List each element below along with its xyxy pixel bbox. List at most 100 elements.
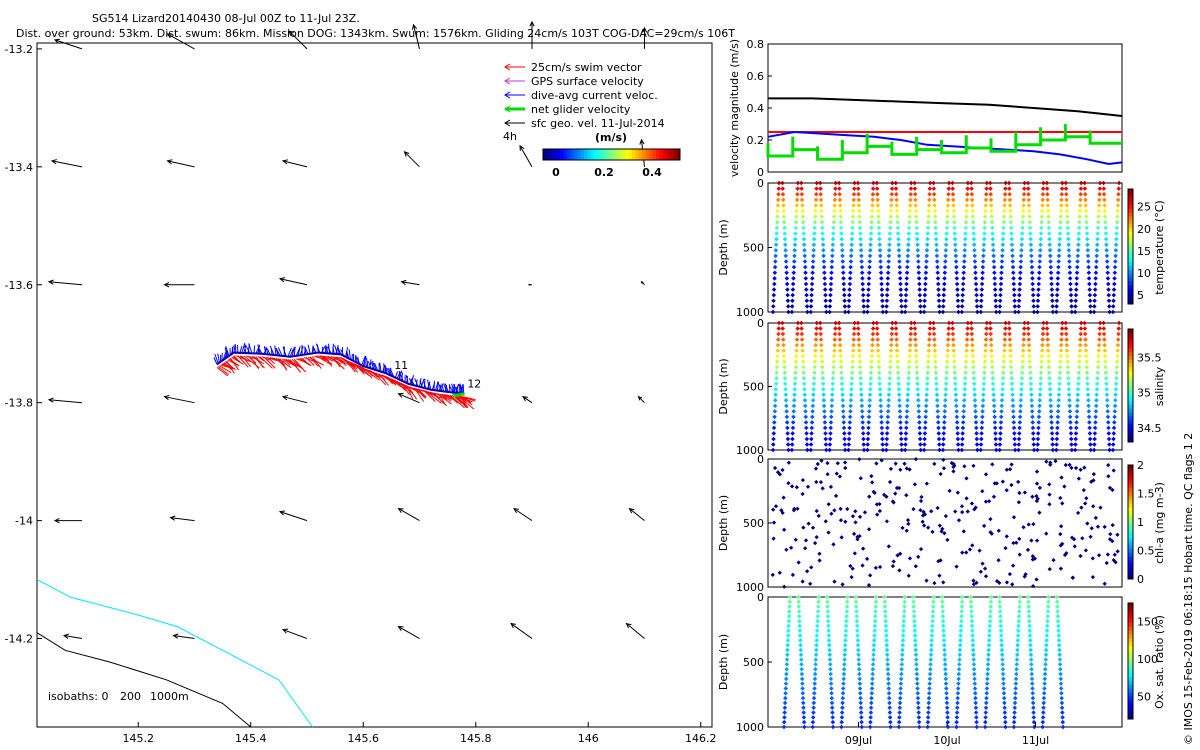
oxygen-sample [1058, 681, 1064, 686]
salinity-sample [997, 436, 1003, 442]
temperature-sample [1111, 292, 1117, 298]
salinity-ytick-label: 500 [743, 381, 764, 394]
temperature-colorbar-cell [1128, 208, 1133, 213]
oxygen-sample [1013, 676, 1019, 682]
salinity-sample [776, 320, 782, 326]
temperature-sample [1073, 304, 1078, 309]
oxygen-sample [955, 700, 960, 706]
oxygen-sample [855, 642, 861, 648]
chla-sample [932, 580, 937, 586]
temperature-sample [1088, 309, 1093, 315]
dac-vector [428, 382, 432, 390]
temperature-sample [1019, 248, 1024, 253]
temperature-sample [1000, 248, 1005, 253]
temperature-sample [1111, 287, 1117, 292]
salinity-sample [874, 326, 880, 331]
salinity-sample [1055, 420, 1060, 425]
oxygen-sample [840, 691, 846, 696]
oxygen-sample [811, 710, 816, 715]
salinity-sample [982, 364, 987, 370]
salinity-sample [1059, 331, 1065, 337]
temperature-sample [1064, 197, 1069, 203]
chla-sample [794, 485, 799, 490]
temperature-sample [1012, 292, 1017, 298]
salinity-sample [993, 431, 998, 436]
temperature-sample [971, 225, 976, 231]
temperature-sample [771, 292, 777, 298]
salinity-sample [1057, 364, 1063, 370]
oxygen-sample [815, 613, 821, 619]
oxygen-sample [985, 676, 990, 682]
oxygen-sample [799, 662, 804, 667]
temperature-sample [833, 186, 838, 191]
temperature-sample [794, 208, 799, 214]
temperature-sample [789, 304, 795, 309]
oxygen-sample [1040, 719, 1046, 725]
temperature-sample [832, 191, 838, 197]
temperature-sample [937, 309, 942, 315]
chla-sample [816, 513, 821, 518]
swim-vector [226, 360, 235, 374]
chla-sample [937, 573, 942, 578]
salinity-sample [1076, 381, 1081, 387]
oxygen-sample [1029, 662, 1034, 667]
oxygen-sample [1058, 671, 1063, 677]
temperature-sample [926, 208, 932, 214]
temperature-colorbar-cell [1128, 204, 1133, 209]
oxygen-sample [868, 710, 874, 715]
temperature-sample [915, 253, 921, 259]
temperature-sample [858, 248, 864, 253]
salinity-sample [795, 331, 800, 337]
swim-vector [237, 355, 249, 368]
temperature-sample [1077, 214, 1082, 219]
salinity-sample [934, 381, 939, 387]
salinity-sample [988, 337, 994, 342]
oxygen-sample [901, 628, 906, 633]
oxygen-colorbar-cell [1128, 695, 1133, 701]
temperature-sample [1073, 298, 1079, 304]
temperature-sample [1035, 298, 1041, 304]
salinity-sample [887, 381, 892, 387]
map-colorbar-cell [669, 149, 674, 160]
temperature-sample [974, 304, 980, 309]
temperature-sample [1012, 309, 1018, 315]
salinity-sample [1111, 425, 1117, 431]
temperature-sample [1113, 242, 1119, 247]
temperature-sample [879, 292, 885, 298]
oxygen-sample [940, 599, 945, 605]
oxygen-sample [854, 618, 860, 624]
chla-sample [884, 519, 890, 524]
oxygen-sample [988, 604, 993, 609]
chla-sample [793, 537, 798, 542]
temperature-sample [886, 248, 892, 253]
temperature-sample [823, 304, 829, 309]
salinity-sample [1040, 337, 1045, 342]
chla-sample [1091, 471, 1096, 477]
temperature-sample [904, 281, 909, 287]
salinity-sample [789, 442, 795, 447]
salinity-sample [978, 447, 984, 453]
salinity-sample [905, 386, 911, 392]
salinity-sample [842, 431, 847, 436]
oxygen-colorbar-cell [1128, 637, 1133, 643]
oxygen-sample [1029, 676, 1035, 682]
salinity-sample [998, 431, 1003, 436]
salinity-colorbar-cell [1128, 377, 1133, 383]
oxygen-sample [783, 681, 789, 686]
temperature-sample [971, 231, 976, 236]
temperature-sample [1093, 264, 1099, 270]
chla-sample [829, 511, 834, 516]
oxygen-sample [801, 705, 806, 711]
isobath-0-line [36, 579, 314, 728]
oxygen-sample [839, 719, 844, 725]
oxygen-sample [1028, 638, 1033, 643]
salinity-sample [1010, 398, 1016, 403]
temperature-sample [1074, 287, 1079, 292]
chla-sample [873, 565, 879, 570]
temperature-sample [876, 225, 882, 231]
oxygen-sample [797, 628, 803, 633]
temperature-sample [982, 231, 987, 236]
temperature-sample [965, 186, 970, 191]
oxygen-sample [801, 710, 806, 715]
